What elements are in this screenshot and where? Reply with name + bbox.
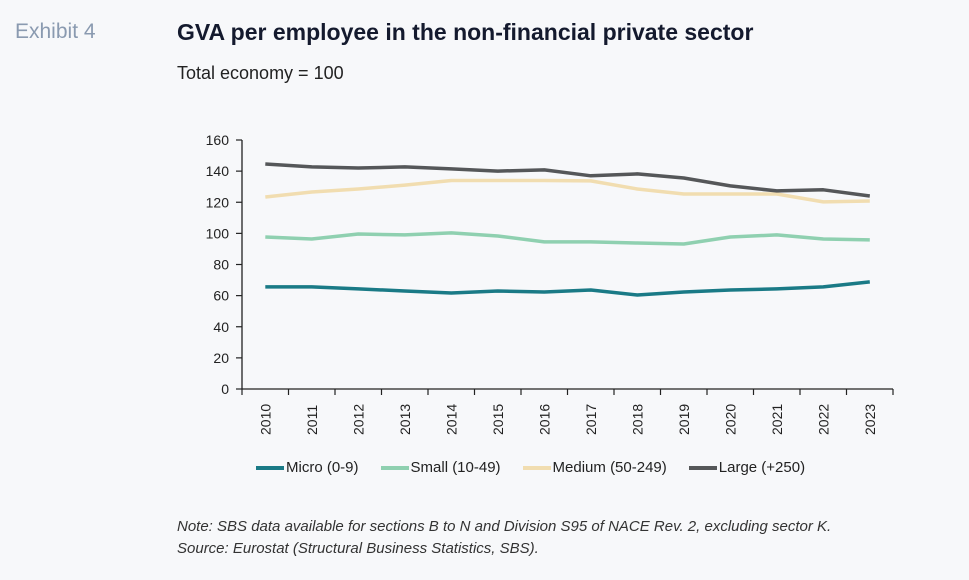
- y-tick-label: 0: [221, 381, 229, 397]
- series-line-small: [265, 231, 870, 246]
- y-tick-label: 20: [213, 350, 229, 366]
- legend-swatch: [522, 465, 551, 470]
- x-tick-label: 2012: [350, 404, 366, 435]
- x-tick-label: 2011: [304, 405, 320, 435]
- x-tick-label: 2015: [490, 404, 506, 435]
- legend-label: Micro (0-9): [286, 459, 359, 476]
- legend-swatch: [256, 465, 284, 470]
- x-tick-label: 2016: [536, 404, 552, 435]
- legend-swatch: [380, 465, 409, 470]
- note-text: Note: SBS data available for sections B …: [177, 518, 832, 535]
- x-tick-label: 2020: [722, 404, 738, 435]
- legend-label: Medium (50-249): [552, 459, 667, 476]
- chart-subtitle: Total economy = 100: [177, 63, 344, 83]
- source-text: Source: Eurostat (Structural Business St…: [177, 540, 539, 557]
- x-tick-label: 2014: [443, 404, 459, 435]
- y-tick-label: 80: [213, 257, 229, 273]
- legend-item: Small (10-49): [380, 459, 501, 476]
- legend-item: Large (+250): [688, 459, 806, 476]
- legend-label: Small (10-49): [410, 459, 501, 476]
- exhibit-label: Exhibit 4: [15, 20, 96, 43]
- y-tick-label: 140: [206, 163, 230, 179]
- x-tick-label: 2013: [397, 404, 413, 435]
- footnote: Note: SBS data available for sections B …: [177, 516, 831, 560]
- x-tick-label: 2019: [676, 404, 692, 435]
- legend-label: Large (+250): [718, 459, 806, 476]
- legend-item: Medium (50-249): [522, 459, 667, 476]
- y-tick-label: 40: [213, 319, 229, 335]
- y-tick-label: 60: [213, 288, 229, 304]
- legend: Micro (0-9) Small (10-49) Medium (50-249) L…: [256, 459, 827, 476]
- x-tick-label: 2022: [815, 404, 831, 435]
- x-tick-label: 2023: [862, 404, 878, 435]
- x-tick-label: 2018: [629, 404, 645, 435]
- y-tick-label: 120: [206, 194, 230, 210]
- line-chart: 0 20 40 60 80 100 120 140 160 2010 2011 2012 2013 201…: [206, 132, 894, 435]
- chart-title: GVA per employee in the non-financial pr…: [177, 19, 754, 45]
- x-tick-label: 2010: [257, 404, 273, 435]
- series-line-medium: [265, 178, 870, 204]
- y-tick-label: 160: [206, 132, 230, 148]
- legend-swatch: [688, 465, 717, 470]
- x-tick-label: 2017: [583, 404, 599, 435]
- series-line-micro: [265, 280, 870, 297]
- y-tick-label: 100: [206, 225, 230, 241]
- legend-item: Micro (0-9): [256, 459, 359, 476]
- series-line-large: [265, 162, 871, 198]
- x-tick-label: 2021: [769, 404, 785, 435]
